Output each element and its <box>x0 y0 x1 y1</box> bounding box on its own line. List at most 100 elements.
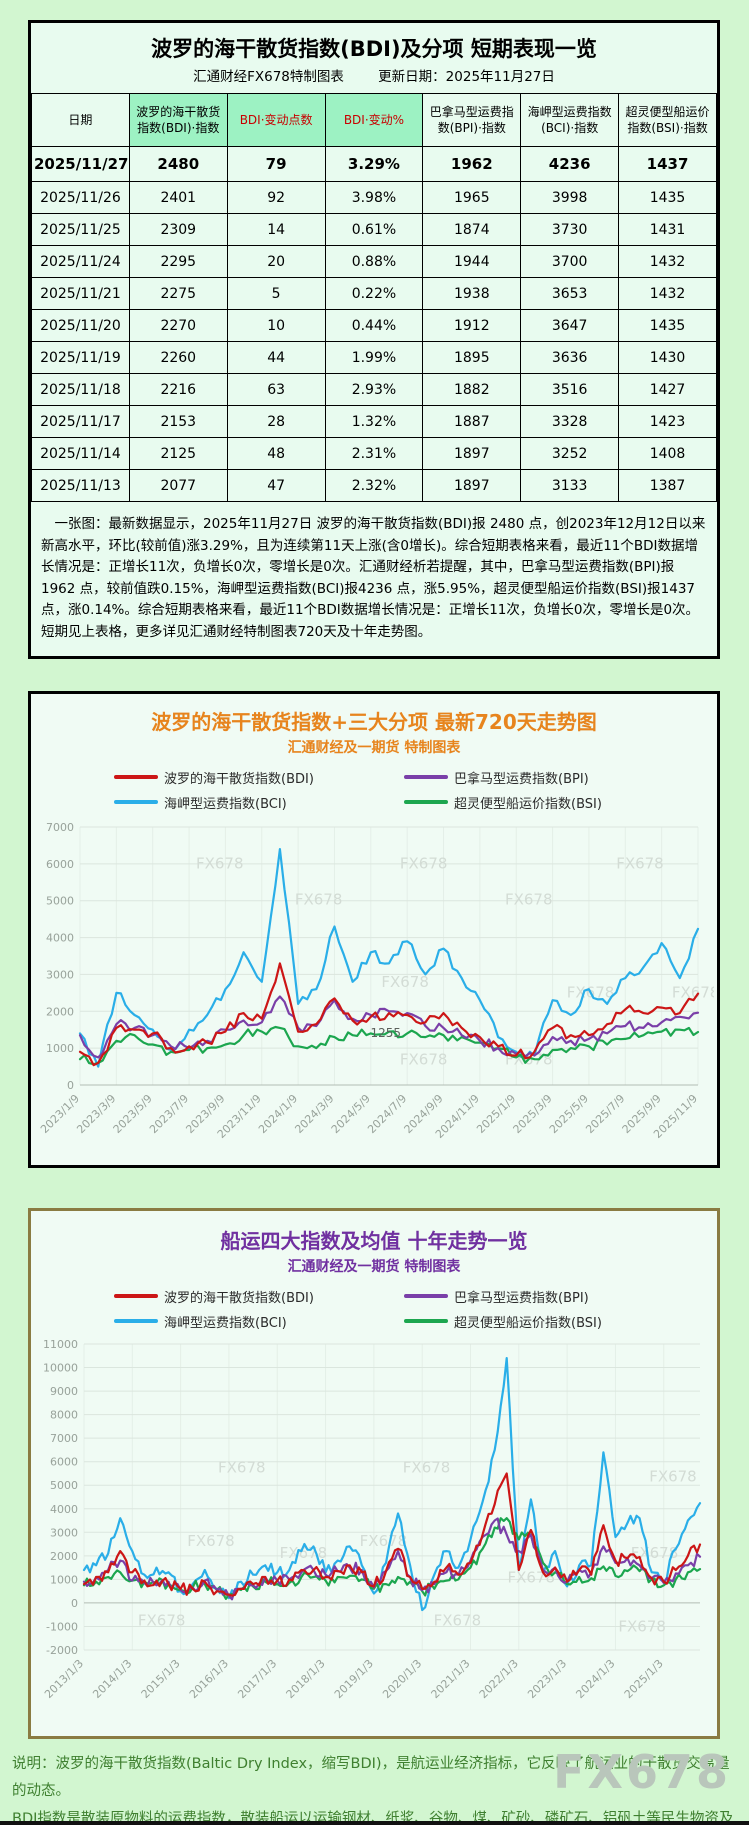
table-cell: 1432 <box>618 245 717 278</box>
chart-720-legend: 波罗的海干散货指数(BDI) 巴拿马型运费指数(BPI) 海岬型运费指数(BCI) 超… <box>84 765 664 815</box>
table-cell: 1423 <box>618 405 717 438</box>
svg-text:1255: 1255 <box>370 1026 401 1040</box>
footer-note-line: 说明：波罗的海干散货指数(Baltic Dry Index，缩写BDI)，是航运… <box>12 1755 730 1800</box>
svg-text:2023/7/9: 2023/7/9 <box>147 1091 191 1135</box>
svg-text:2020/1/3: 2020/1/3 <box>380 1656 424 1700</box>
legend-item: 海岬型运费指数(BCI) <box>84 790 374 815</box>
svg-text:2025/5/9: 2025/5/9 <box>547 1091 591 1135</box>
table-note: 一张图：最新数据显示，2025年11月27日 波罗的海干散货指数(BDI)报 2… <box>41 516 706 640</box>
svg-text:1000: 1000 <box>46 1042 74 1055</box>
svg-text:2000: 2000 <box>46 1005 74 1018</box>
table-cell: 3998 <box>520 181 620 214</box>
svg-text:FX678: FX678 <box>403 1458 451 1476</box>
table-cell: 3647 <box>520 309 620 342</box>
table-cell: 3636 <box>520 341 620 374</box>
svg-text:FX678: FX678 <box>631 1544 679 1562</box>
svg-text:2024/7/9: 2024/7/9 <box>365 1091 409 1135</box>
svg-text:2023/1/3: 2023/1/3 <box>525 1656 569 1700</box>
table-cell: 2275 <box>128 277 228 310</box>
table-cell: 92 <box>226 181 326 214</box>
svg-text:2014/1/3: 2014/1/3 <box>90 1656 134 1700</box>
svg-text:2025/7/9: 2025/7/9 <box>583 1091 627 1135</box>
chart-720-subtitle: 汇通财经及一期货 特制图表 <box>287 739 461 756</box>
legend-label: 海岬型运费指数(BCI) <box>164 796 287 812</box>
table-cell: 2401 <box>128 181 228 214</box>
table-cell: 2025/11/19 <box>31 341 130 374</box>
table-row: 2025/11/17 2153 28 1.32% 1887 3328 1423 <box>31 405 717 438</box>
chart-10y-title: 船运四大指数及均值 十年走势一览 <box>220 1228 528 1253</box>
table-row: 2025/11/18 2216 63 2.93% 1882 3516 1427 <box>31 373 717 406</box>
legend-line-swatch <box>114 1319 158 1324</box>
table-cell: 3516 <box>520 373 620 406</box>
table-cell: 3328 <box>520 405 620 438</box>
column-header: BDI·变动% <box>324 93 424 147</box>
column-header: 巴拿马型运费指数(BPI)·指数 <box>422 93 522 147</box>
table-cell: 2.32% <box>324 469 424 502</box>
table-cell: 2.93% <box>324 373 424 406</box>
svg-text:2025/1/3: 2025/1/3 <box>622 1656 666 1700</box>
table-cell: 2125 <box>128 437 228 470</box>
table-cell: 44 <box>226 341 326 374</box>
svg-text:11000: 11000 <box>43 1338 78 1351</box>
legend-label: 波罗的海干散货指数(BDI) <box>164 771 314 787</box>
column-header: 超灵便型船运价指数(BSI)·指数 <box>618 93 717 147</box>
table-cell: 3252 <box>520 437 620 470</box>
table-cell: 1962 <box>422 146 522 182</box>
svg-text:FX678: FX678 <box>400 854 448 872</box>
svg-text:4000: 4000 <box>46 931 74 944</box>
table-cell: 2153 <box>128 405 228 438</box>
table-cell: 2025/11/18 <box>31 373 130 406</box>
svg-text:2024/5/9: 2024/5/9 <box>329 1091 373 1135</box>
table-row: 2025/11/13 2077 47 2.32% 1897 3133 1387 <box>31 469 717 502</box>
table-cell: 1408 <box>618 437 717 470</box>
table-cell: 5 <box>226 277 326 310</box>
svg-text:6000: 6000 <box>50 1455 78 1468</box>
table-subtitle: 汇通财经FX678特制图表 更新日期：2025年11月27日 <box>31 65 717 85</box>
svg-text:FX678: FX678 <box>138 1611 186 1629</box>
chart-720-panel: 波罗的海干散货指数+三大分项 最新720天走势图 汇通财经及一期货 特制图表 波… <box>28 690 720 1168</box>
svg-text:8000: 8000 <box>50 1408 78 1421</box>
legend-label: 超灵便型船运价指数(BSI) <box>454 1315 602 1331</box>
table-cell: 2025/11/20 <box>31 309 130 342</box>
table-cell: 1431 <box>618 213 717 246</box>
svg-text:FX678: FX678 <box>196 854 244 872</box>
svg-text:2016/1/3: 2016/1/3 <box>187 1656 231 1700</box>
table-cell: 79 <box>226 146 326 182</box>
svg-text:2024/1/3: 2024/1/3 <box>573 1656 617 1700</box>
legend-line-swatch <box>404 1319 448 1324</box>
svg-text:2022/1/3: 2022/1/3 <box>477 1656 521 1700</box>
table-cell: 2480 <box>128 146 228 182</box>
table-cell: 0.88% <box>324 245 424 278</box>
legend-label: 巴拿马型运费指数(BPI) <box>454 771 589 787</box>
table-row: 2025/11/21 2275 5 0.22% 1938 3653 1432 <box>31 277 717 310</box>
table-cell: 1.32% <box>324 405 424 438</box>
legend-item: 巴拿马型运费指数(BPI) <box>374 1284 664 1309</box>
svg-text:7000: 7000 <box>46 821 74 834</box>
table-updated-date: 更新日期：2025年11月27日 <box>378 69 555 85</box>
table-cell: 1432 <box>618 277 717 310</box>
svg-text:1000: 1000 <box>50 1573 78 1586</box>
svg-text:3000: 3000 <box>50 1526 78 1539</box>
svg-text:FX678: FX678 <box>400 1050 448 1068</box>
svg-text:FX678: FX678 <box>218 1458 266 1476</box>
legend-item: 超灵便型船运价指数(BSI) <box>374 790 664 815</box>
table-cell: 2025/11/17 <box>31 405 130 438</box>
table-cell: 2260 <box>128 341 228 374</box>
svg-text:2025/1/9: 2025/1/9 <box>474 1091 518 1135</box>
table-cell: 0.44% <box>324 309 424 342</box>
svg-text:10000: 10000 <box>43 1361 78 1374</box>
svg-text:FX678: FX678 <box>381 973 429 991</box>
chart-10y-legend: 波罗的海干散货指数(BDI) 巴拿马型运费指数(BPI) 海岬型运费指数(BCI) 超… <box>84 1284 664 1334</box>
table-cell: 48 <box>226 437 326 470</box>
table-cell: 1427 <box>618 373 717 406</box>
table-cell: 1435 <box>618 181 717 214</box>
legend-item: 波罗的海干散货指数(BDI) <box>84 1284 374 1309</box>
table-cell: 63 <box>226 373 326 406</box>
chart-720-plot: 010002000300040005000600070002023/1/9202… <box>38 821 714 1141</box>
legend-line-swatch <box>114 800 158 805</box>
chart-10y-plot: -2000 -1000 0 1000 2000 3000 4000 5000 6000 7000 8… <box>42 1338 702 1701</box>
legend-item: 波罗的海干散货指数(BDI) <box>84 765 374 790</box>
svg-text:FX678: FX678 <box>360 1532 408 1550</box>
svg-text:FX678: FX678 <box>187 1532 235 1550</box>
legend-line-swatch <box>114 1294 158 1299</box>
